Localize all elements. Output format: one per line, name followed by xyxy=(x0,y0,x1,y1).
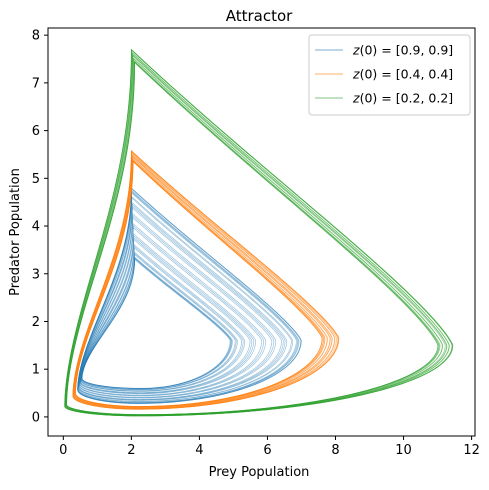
series-line xyxy=(74,157,328,408)
x-axis: 0 2 4 6 8 10 12 xyxy=(59,436,480,458)
series-line xyxy=(73,155,331,409)
series-line xyxy=(65,57,443,416)
chart-title: Attractor xyxy=(226,7,293,25)
legend-label: z(0) = [0.4, 0.4] xyxy=(352,67,453,82)
series-line xyxy=(79,222,267,397)
x-tick-label: 4 xyxy=(195,443,203,458)
series-layer xyxy=(64,48,454,417)
y-tick-label: 0 xyxy=(32,410,40,425)
series-line xyxy=(81,252,237,390)
series-line xyxy=(78,212,277,399)
y-tick-label: 8 xyxy=(32,29,40,44)
series-line xyxy=(78,203,286,401)
series-line xyxy=(78,214,275,399)
series-line xyxy=(80,238,251,393)
x-tick-label: 12 xyxy=(463,443,480,458)
series-line xyxy=(80,243,246,392)
x-tick-label: 8 xyxy=(331,443,339,458)
series-line xyxy=(81,257,232,389)
x-tick-label: 10 xyxy=(395,443,412,458)
series-line xyxy=(81,257,232,389)
series-line xyxy=(72,151,337,410)
series-line xyxy=(79,226,263,396)
series-line xyxy=(81,256,233,390)
series-line xyxy=(81,253,236,390)
x-tick-label: 0 xyxy=(59,443,67,458)
y-tick-label: 7 xyxy=(32,76,40,91)
series-line xyxy=(80,245,244,392)
legend: z(0) = [0.9, 0.9] z(0) = [0.4, 0.4] z(0) =… xyxy=(308,34,471,116)
series-line xyxy=(77,187,302,404)
legend-box xyxy=(308,34,471,116)
y-tick-label: 4 xyxy=(32,220,40,235)
legend-label: z(0) = [0.2, 0.2] xyxy=(352,91,453,106)
y-tick-label: 6 xyxy=(32,124,40,139)
series-line xyxy=(77,191,298,404)
y-tick-label: 1 xyxy=(32,363,40,378)
series-line xyxy=(72,149,340,410)
series-line xyxy=(79,224,265,396)
series-line xyxy=(73,154,333,409)
y-tick-label: 3 xyxy=(32,267,40,282)
series-line xyxy=(65,53,448,416)
series-line xyxy=(79,216,273,398)
legend-label: z(0) = [0.9, 0.9] xyxy=(352,43,453,58)
plot-frame xyxy=(47,27,476,437)
series-line xyxy=(77,187,302,404)
series-line xyxy=(80,233,257,395)
series-line xyxy=(66,60,440,415)
series-2 xyxy=(72,149,340,410)
series-line xyxy=(78,201,288,401)
series-line xyxy=(78,207,282,400)
series-line xyxy=(80,247,242,392)
series-line xyxy=(81,256,233,390)
series-line xyxy=(80,234,255,394)
y-axis: 0 1 2 3 4 5 6 7 8 xyxy=(32,29,48,425)
series-line xyxy=(75,160,323,407)
series-line xyxy=(77,195,294,403)
series-line xyxy=(77,197,292,402)
y-tick-label: 5 xyxy=(32,172,40,187)
y-axis-label: Predator Population xyxy=(8,168,23,296)
series-line xyxy=(64,48,454,417)
series-1 xyxy=(77,187,302,404)
series-line xyxy=(74,158,326,408)
series-line xyxy=(80,236,253,394)
x-axis-label: Prey Population xyxy=(209,465,310,480)
series-line xyxy=(77,192,297,403)
x-tick-label: 2 xyxy=(127,443,135,458)
series-line xyxy=(78,205,284,401)
series-line xyxy=(81,258,231,389)
series-line xyxy=(77,187,302,404)
series-line xyxy=(81,251,238,391)
y-tick-label: 2 xyxy=(32,315,40,330)
series-line xyxy=(77,189,300,404)
x-tick-label: 6 xyxy=(263,443,271,458)
series-3 xyxy=(64,48,454,417)
series-line xyxy=(77,190,299,404)
